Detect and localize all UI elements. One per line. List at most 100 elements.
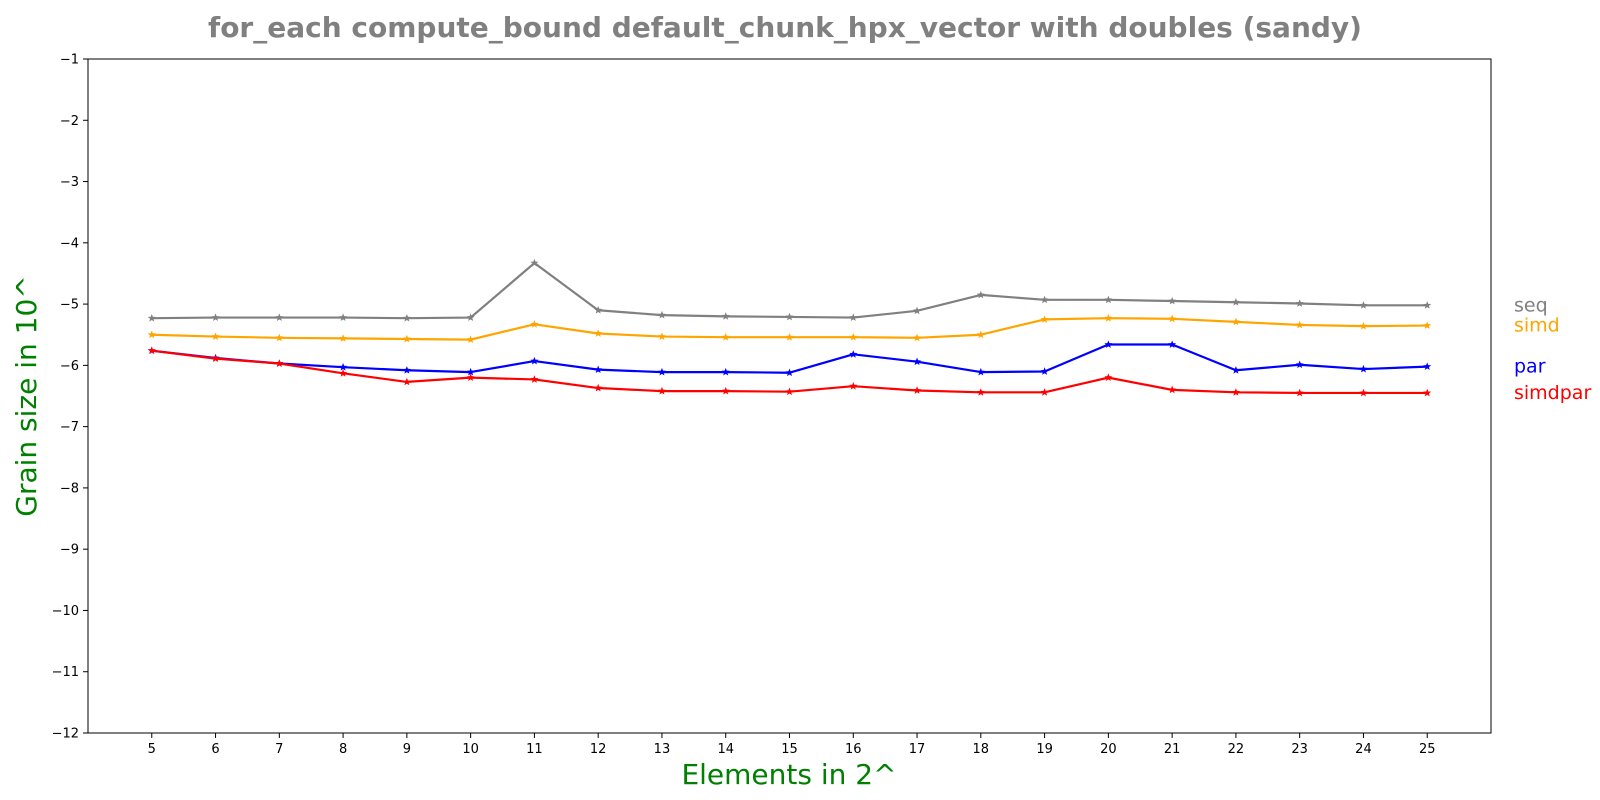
y-tick-label: −12 — [52, 727, 79, 742]
plot-frame — [87, 58, 1492, 734]
data-point-simd — [1040, 315, 1049, 323]
data-point-seq — [785, 312, 794, 321]
y-tick-label: −4 — [60, 236, 79, 251]
data-point-simdpar — [1359, 388, 1368, 397]
series-line-seq — [151, 261, 1428, 320]
data-point-par — [402, 366, 411, 374]
y-tick-label: −1 — [60, 53, 79, 68]
y-tick-label: −10 — [52, 604, 79, 619]
data-point-seq — [1231, 298, 1240, 306]
data-point-seq — [275, 313, 284, 321]
series-par — [147, 340, 1432, 377]
legend-label-simd: simd — [1514, 315, 1560, 337]
data-point-simdpar — [1295, 388, 1304, 397]
data-point-simd — [913, 333, 922, 342]
data-point-seq — [1295, 299, 1304, 307]
data-point-seq — [1168, 296, 1177, 305]
data-point-simdpar — [1423, 388, 1432, 397]
legend-label-par: par — [1514, 356, 1546, 378]
x-axis-title: Elements in 2^ — [681, 758, 896, 791]
data-point-simdpar — [339, 369, 348, 377]
data-point-par — [1168, 340, 1177, 348]
data-point-par — [657, 367, 666, 376]
data-point-seq — [1104, 295, 1113, 304]
data-point-simd — [1231, 317, 1240, 326]
data-point-simdpar — [402, 377, 411, 386]
data-point-seq — [1359, 301, 1368, 309]
data-point-par — [339, 363, 348, 371]
data-point-simdpar — [657, 386, 666, 395]
data-point-simd — [976, 330, 985, 339]
data-point-par — [976, 367, 985, 376]
chart-title: for_each compute_bound default_chunk_hpx… — [208, 11, 1362, 44]
data-point-seq — [402, 313, 411, 322]
data-point-seq — [1040, 295, 1049, 304]
data-point-simd — [849, 332, 858, 341]
x-tick-label: 11 — [526, 742, 543, 757]
y-tick-label: −5 — [60, 298, 79, 313]
data-point-simdpar — [976, 388, 985, 396]
x-tick-label: 10 — [462, 742, 479, 757]
data-point-seq — [657, 310, 666, 319]
data-point-simdpar — [913, 386, 922, 394]
y-axis-title: Grain size in 10^ — [10, 275, 43, 517]
x-tick-label: 15 — [781, 742, 798, 757]
data-point-simdpar — [1168, 385, 1177, 394]
data-point-seq — [466, 313, 475, 321]
data-point-simd — [594, 329, 603, 337]
series-simdpar — [147, 346, 1432, 397]
x-tick-label: 14 — [717, 742, 734, 757]
x-tick-label: 7 — [275, 742, 283, 757]
data-point-simd — [147, 330, 156, 339]
x-tick-label: 24 — [1355, 742, 1372, 757]
data-point-simdpar — [147, 346, 156, 355]
data-point-simd — [1168, 314, 1177, 323]
x-tick-label: 19 — [1036, 742, 1053, 757]
series-simd — [147, 313, 1432, 344]
data-point-par — [849, 350, 858, 358]
data-point-simdpar — [466, 373, 475, 382]
data-point-seq — [530, 258, 539, 267]
x-tick-label: 25 — [1419, 742, 1436, 757]
y-tick-label: −6 — [60, 359, 79, 374]
data-point-seq — [721, 312, 730, 320]
data-point-simd — [211, 332, 220, 340]
data-point-par — [1104, 340, 1113, 348]
x-tick-label: 8 — [339, 742, 347, 757]
data-point-simd — [402, 334, 411, 343]
data-point-simdpar — [785, 387, 794, 396]
data-point-simdpar — [1231, 388, 1240, 396]
data-point-par — [530, 356, 539, 365]
data-point-simd — [785, 332, 794, 341]
x-tick-label: 23 — [1291, 742, 1308, 757]
data-point-par — [1423, 362, 1432, 370]
data-point-simd — [657, 332, 666, 340]
y-tick-label: −8 — [60, 481, 79, 496]
data-point-par — [785, 368, 794, 377]
x-tick-label: 12 — [590, 742, 607, 757]
legend-label-simdpar: simdpar — [1514, 382, 1591, 404]
x-tick-label: 17 — [909, 742, 926, 757]
x-tick-label: 6 — [211, 742, 219, 757]
data-point-par — [913, 357, 922, 366]
y-axis: −1 −2 −3 −4 −5 −6 −7 −8 −9 −10 −11 −12 — [52, 53, 88, 742]
y-tick-label: −3 — [60, 175, 79, 190]
legend-label-seq: seq — [1514, 294, 1548, 316]
x-tick-label: 16 — [845, 742, 862, 757]
y-tick-label: −7 — [60, 420, 79, 435]
data-point-simdpar — [594, 383, 603, 392]
x-tick-label: 18 — [973, 742, 990, 757]
data-point-seq — [147, 313, 156, 322]
y-tick-label: −2 — [60, 114, 79, 129]
data-point-simdpar — [849, 382, 858, 390]
data-point-par — [1359, 364, 1368, 373]
data-point-seq — [211, 313, 220, 321]
data-point-seq — [913, 306, 922, 315]
data-point-simdpar — [721, 386, 730, 395]
x-tick-label: 5 — [148, 742, 156, 757]
x-axis: 5 6 7 8 9 10 11 12 13 14 15 16 17 18 19 20 21 22 23 24 25 — [148, 733, 1436, 757]
y-tick-label: −9 — [60, 543, 79, 558]
data-point-seq — [849, 313, 858, 321]
